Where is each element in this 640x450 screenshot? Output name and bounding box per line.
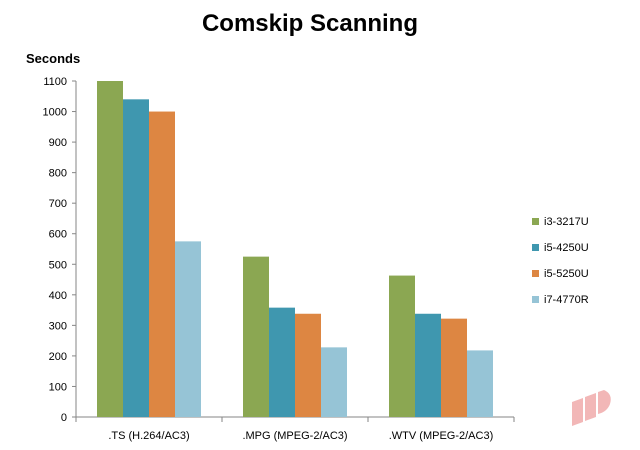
- legend-swatch: [532, 218, 539, 225]
- chart-title: Comskip Scanning: [201, 10, 419, 37]
- bar: [97, 81, 123, 417]
- y-axis-label: Seconds: [26, 51, 81, 66]
- bar: [295, 313, 321, 417]
- bar: [149, 111, 175, 417]
- y-tick-label: 100: [49, 381, 67, 393]
- watermark-logo: [585, 393, 596, 421]
- legend-label: i3-3217U: [544, 216, 589, 228]
- y-tick-label: 800: [49, 168, 67, 180]
- x-category-label: .WTV (MPEG-2/AC3): [389, 430, 494, 442]
- bar: [175, 241, 201, 417]
- y-tick-label: 600: [49, 229, 67, 241]
- legend-label: i5-5250U: [544, 268, 589, 280]
- bar: [415, 313, 441, 417]
- legend-swatch: [532, 296, 539, 303]
- legend-swatch: [532, 244, 539, 251]
- bar: [269, 307, 295, 417]
- y-tick-label: 700: [49, 198, 67, 210]
- y-tick-label: 200: [49, 351, 67, 363]
- bar: [321, 347, 347, 417]
- legend-label: i7-4770R: [544, 294, 589, 306]
- bar: [389, 275, 415, 417]
- legend-swatch: [532, 270, 539, 277]
- bar: [467, 350, 493, 417]
- bar: [243, 256, 269, 417]
- y-tick-label: 1100: [43, 76, 67, 88]
- x-category-label: .MPG (MPEG-2/AC3): [242, 430, 347, 442]
- y-tick-label: 1000: [43, 107, 67, 119]
- legend-label: i5-4250U: [544, 242, 589, 254]
- watermark-logo: [572, 398, 583, 426]
- y-tick-label: 0: [61, 412, 67, 424]
- x-category-label: .TS (H.264/AC3): [108, 430, 189, 442]
- bar: [441, 318, 467, 417]
- y-tick-label: 300: [49, 320, 67, 332]
- y-tick-label: 400: [49, 290, 67, 302]
- y-tick-label: 900: [49, 137, 67, 149]
- y-tick-label: 500: [49, 259, 67, 271]
- watermark-logo: [598, 390, 611, 414]
- bar: [123, 99, 149, 417]
